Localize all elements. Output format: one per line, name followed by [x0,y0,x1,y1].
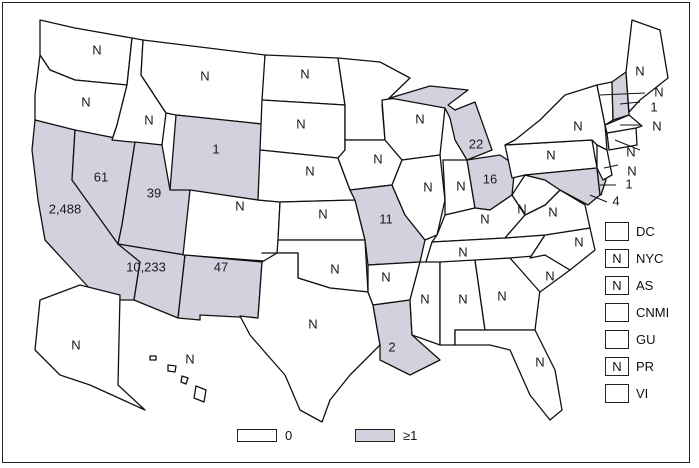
state-label-or: N [81,94,90,109]
leader-line-nh [619,101,641,105]
state-label-az: 10,233 [126,259,166,274]
legend-label-zero: 0 [285,428,293,443]
state-label-va: N [548,204,557,219]
state-label-ut: 39 [147,185,161,200]
state-ga [474,257,541,331]
state-label-pa: N [546,147,555,162]
state-label-ok: N [330,261,339,276]
state-label-ne: N [305,163,314,178]
state-label-il: N [423,179,432,194]
state-label-nj: N [627,163,636,178]
state-label-oh: 16 [483,171,497,186]
state-nj [596,144,613,181]
state-label-tx: N [308,316,317,331]
territory-label-pr: PR [636,359,655,374]
state-label-ia: N [373,151,382,166]
state-label-al: N [458,291,467,306]
state-label-de: 1 [625,176,632,191]
state-label-nm: 47 [214,259,228,274]
leader-line-md [589,194,608,203]
legend-swatch-zero [237,429,277,442]
legend-label-one-or-more: ≥1 [403,428,418,443]
state-label-md: 4 [612,193,619,208]
state-label-tn: N [458,244,467,259]
state-label-me: N [635,63,644,78]
state-label-in: N [456,178,465,193]
state-label-ma: N [652,118,661,133]
state-hi [149,355,157,361]
state-wy [169,114,263,201]
state-label-fl: N [535,354,544,369]
state-nh [611,71,630,121]
territory-label-cnmi: CNMI [636,305,670,320]
territory-box-pr: N [605,357,629,376]
state-tx [239,252,381,423]
state-label-ny: N [573,118,582,133]
state-label-ar: N [381,269,390,284]
territory-box-vi [605,384,629,403]
state-hi [167,364,177,373]
state-label-mo: 11 [379,211,393,226]
state-label-nh: 1 [650,99,657,114]
state-ny [504,84,608,151]
territory-box-gu [605,330,629,349]
state-label-wa: N [92,42,101,57]
state-label-wi: N [415,111,424,126]
territory-label-dc: DC [636,224,655,239]
state-fl [454,329,563,421]
state-label-sd: N [296,116,305,131]
leader-line-nj [603,164,619,169]
state-label-la: 2 [388,339,395,354]
state-label-sc: N [545,268,554,283]
territory-label-gu: GU [636,332,656,347]
state-label-vt: N [654,84,663,99]
state-label-wv: N [517,201,526,216]
state-il [391,154,446,241]
state-label-mi: 22 [469,136,483,151]
state-label-wy: 1 [212,141,219,156]
state-mi [389,85,493,161]
state-label-ca: 2,488 [49,201,82,216]
territory-box-cnmi [605,303,629,322]
legend-swatch-one-or-more [355,429,395,442]
leader-line-vt [599,92,646,96]
territory-box-as: N [605,276,629,295]
state-me [625,19,669,113]
state-label-ak: N [71,337,80,352]
state-label-ga: N [497,288,506,303]
map-frame [2,2,690,463]
state-label-ct: N [626,144,635,159]
state-label-nd: N [300,66,309,81]
territory-label-nyc: NYC [636,251,664,266]
state-label-co: N [235,198,244,213]
state-label-hi: N [185,351,194,366]
leader-line-ct [614,139,641,151]
state-az [117,243,186,319]
state-hi [180,375,189,385]
state-label-nv: 61 [94,169,108,184]
territory-box-dc [605,222,629,241]
territory-label-vi: VI [636,386,649,401]
state-label-nc: N [574,234,583,249]
territory-label-as: AS [636,278,654,293]
state-label-id: N [144,112,153,127]
state-ak [34,284,146,411]
state-label-ky: N [480,211,489,226]
state-label-ks: N [318,206,327,221]
state-hi [193,385,207,403]
state-label-mt: N [200,68,209,83]
state-label-ms: N [420,291,429,306]
territory-box-nyc: N [605,249,629,268]
